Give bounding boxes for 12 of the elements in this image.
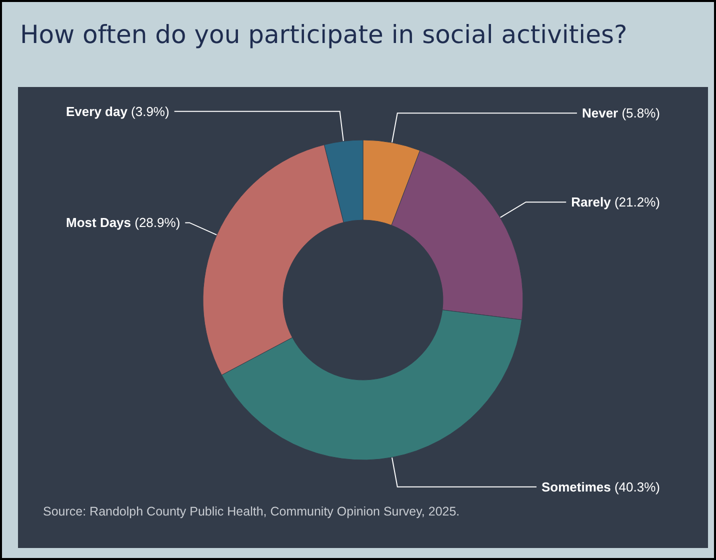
slice-label: Never [582, 106, 618, 121]
data-label: (5.8%) [618, 106, 660, 121]
data-label: (28.9%) [131, 215, 180, 230]
slice-label: Every day [66, 104, 128, 119]
data-label: (3.9%) [127, 104, 170, 119]
data-label: (40.3%) [610, 479, 660, 494]
chart-title: How often do you participate in social activities? [20, 20, 628, 49]
source-note: Source: Randolph County Public Health, Community Opinion Survey, 2025. [43, 504, 460, 518]
slice-label: Sometimes [541, 479, 611, 494]
slice-label: Rarely [571, 194, 612, 210]
data-label: (21.2%) [610, 194, 660, 210]
slice-label: Most Days [66, 215, 132, 230]
